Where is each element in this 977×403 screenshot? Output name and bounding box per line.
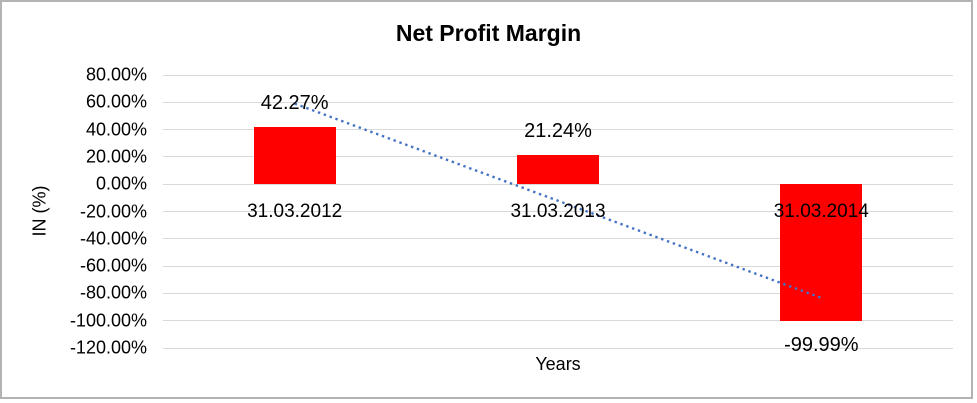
y-tick-label: -120.00% (69, 337, 147, 358)
y-tick-label: -60.00% (79, 255, 147, 276)
y-tick-label: -80.00% (79, 282, 147, 303)
bar-31.03.2013 (517, 155, 599, 185)
y-tick-label: 0.00% (95, 173, 147, 194)
y-tick-label: 60.00% (85, 91, 147, 112)
data-label: -99.99% (784, 333, 859, 356)
category-label: 31.03.2012 (247, 201, 343, 223)
category-label: 31.03.2013 (510, 201, 606, 223)
gridline (163, 347, 953, 349)
y-tick-label: -100.00% (69, 310, 147, 331)
chart-title: Net Profit Margin (395, 20, 582, 46)
gridline (163, 320, 953, 322)
y-axis-title: IN (%) (29, 185, 50, 237)
y-tick-label: 40.00% (85, 119, 147, 140)
data-label: 21.24% (524, 120, 592, 143)
gridline (163, 74, 953, 76)
y-tick-label: 80.00% (85, 64, 147, 85)
y-tick-label: 20.00% (85, 146, 147, 167)
y-tick-label: -20.00% (79, 201, 147, 221)
bar-31.03.2012 (253, 126, 336, 185)
y-tick-label: -40.00% (79, 228, 147, 249)
data-label: 42.27% (260, 91, 329, 114)
gridline (163, 101, 953, 103)
category-label: 31.03.2014 (773, 201, 869, 223)
x-axis-title: Years (535, 354, 581, 374)
